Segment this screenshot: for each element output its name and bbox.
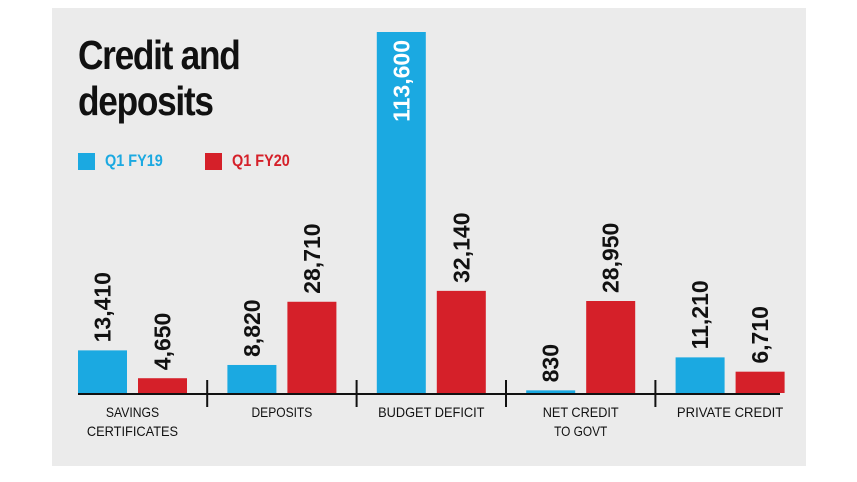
legend-item-q1-fy19: Q1 FY19 (78, 151, 173, 171)
value-label-budget-deficit-series-1: 113,600 (388, 40, 414, 122)
legend: Q1 FY19 Q1 FY20 (78, 151, 332, 171)
bar-deposits-series-2 (287, 301, 337, 393)
value-label-savings-certificates-series-1: 13,410 (90, 272, 116, 342)
bar-net-credit-to-govt-series-1 (526, 390, 576, 393)
value-label-net-credit-to-govt-series-1: 830 (538, 344, 564, 382)
value-label-deposits-series-2: 28,710 (299, 223, 325, 293)
value-label-private-credit-series-1: 11,210 (687, 280, 713, 349)
value-label-budget-deficit-series-2: 32,140 (448, 213, 474, 283)
category-label-deposits-line-1: DEPOSITS (252, 404, 313, 420)
value-label-deposits-series-1: 8,820 (239, 299, 265, 357)
legend-label-q1-fy20: Q1 FY20 (232, 151, 290, 170)
legend-swatch-q1-fy20 (205, 152, 223, 170)
category-label-net-credit-to-govt-line-1: NET CREDIT (543, 404, 619, 420)
chart-title: Credit and deposits (78, 32, 241, 124)
category-label-private-credit-line-1: PRIVATE CREDIT (677, 404, 784, 420)
bar-savings-certificates-series-2 (138, 378, 187, 393)
legend-label-q1-fy19: Q1 FY19 (105, 151, 163, 170)
bar-deposits-series-1 (227, 364, 277, 393)
value-label-private-credit-series-2: 6,710 (747, 306, 773, 364)
legend-item-q1-fy20: Q1 FY20 (205, 151, 300, 171)
legend-swatch-q1-fy19 (78, 152, 95, 170)
value-label-net-credit-to-govt-series-2: 28,950 (598, 223, 624, 293)
bar-budget-deficit-series-2 (436, 290, 486, 393)
bar-budget-deficit-series-1 (376, 32, 426, 393)
bar-net-credit-to-govt-series-2 (586, 301, 636, 393)
bar-private-credit-series-2 (735, 371, 785, 393)
category-label-budget-deficit-line-1: BUDGET DEFICIT (378, 404, 485, 420)
bar-private-credit-series-1 (675, 357, 725, 393)
bar-savings-certificates-series-1 (78, 350, 127, 393)
category-label-savings-certificates-line-2: CERTIFICATES (87, 423, 178, 439)
category-label-savings-certificates-line-1: SAVINGS (106, 404, 159, 420)
value-label-savings-certificates-series-2: 4,650 (150, 313, 176, 371)
category-label-net-credit-to-govt-line-2: TO GOVT (554, 423, 608, 439)
